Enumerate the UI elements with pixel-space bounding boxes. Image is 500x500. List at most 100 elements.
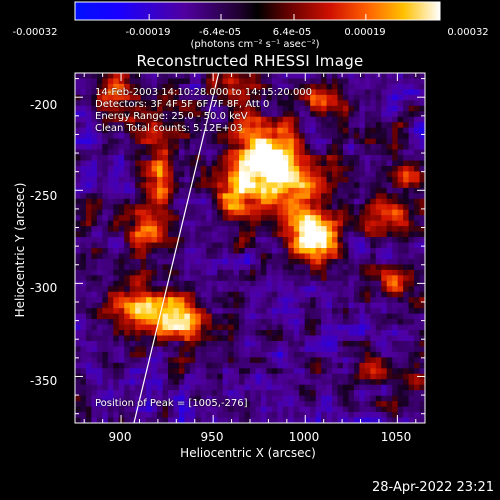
heatmap-cell — [288, 198, 295, 205]
heatmap-cell — [342, 390, 350, 397]
heatmap-cell — [102, 171, 109, 178]
heatmap-cell — [359, 187, 366, 194]
heatmap-cell — [260, 149, 268, 156]
heatmap-cell — [260, 89, 268, 96]
heatmap-cell — [211, 171, 218, 178]
heatmap-cell — [162, 193, 169, 200]
heatmap-cell — [381, 111, 388, 118]
heatmap-cell — [200, 242, 207, 249]
heatmap-cell — [342, 335, 350, 342]
heatmap-cell — [348, 94, 355, 101]
heatmap-cell — [85, 209, 93, 216]
heatmap-cell — [266, 209, 273, 216]
heatmap-cell — [370, 319, 377, 326]
heatmap-cell — [332, 330, 339, 337]
heatmap-cell — [266, 417, 273, 423]
heatmap-cell — [162, 269, 169, 276]
heatmap-cell — [222, 149, 229, 156]
heatmap-cell — [381, 280, 388, 287]
heatmap-cell — [375, 193, 382, 200]
heatmap-cell — [129, 269, 136, 276]
heatmap-cell — [244, 160, 251, 167]
heatmap-cell — [162, 346, 169, 353]
heatmap-cell — [75, 330, 82, 337]
heatmap-cell — [113, 215, 120, 222]
heatmap-cell — [91, 116, 98, 123]
heatmap-cell — [157, 193, 164, 200]
heatmap-cell — [129, 330, 136, 337]
heatmap-cell — [271, 204, 278, 211]
heatmap-cell — [211, 302, 218, 309]
heatmap-cell — [299, 269, 306, 276]
heatmap-cell — [195, 390, 202, 397]
colorbar-tick: -0.00032 — [12, 27, 58, 38]
heatmap-cell — [184, 346, 191, 353]
colorbar-tick: 6.4e-05 — [272, 27, 312, 38]
heatmap-cell — [151, 319, 158, 326]
heatmap-cell — [135, 122, 142, 129]
heatmap-cell — [408, 280, 415, 287]
heatmap-cell — [75, 417, 82, 423]
heatmap-cell — [233, 258, 240, 266]
heatmap-cell — [178, 94, 185, 101]
heatmap-cell — [200, 319, 207, 326]
heatmap-cell — [348, 395, 355, 402]
heatmap-cell — [178, 171, 185, 178]
heatmap-cell — [326, 231, 333, 238]
heatmap-cell — [288, 368, 295, 375]
heatmap-cell — [397, 133, 404, 140]
heatmap-cell — [228, 248, 235, 255]
heatmap-cell — [304, 176, 311, 183]
heatmap-cell — [403, 324, 410, 331]
heatmap-cell — [337, 73, 344, 80]
heatmap-cell — [332, 373, 339, 380]
heatmap-cell — [85, 346, 93, 353]
heatmap-cell — [392, 390, 399, 397]
heatmap-cell — [118, 280, 125, 287]
heatmap-cell — [189, 73, 196, 80]
heatmap-cell — [271, 412, 278, 419]
heatmap-cell — [353, 269, 360, 276]
heatmap-cell — [255, 193, 262, 200]
heatmap-cell — [200, 291, 207, 298]
heatmap-cell — [282, 187, 289, 194]
heatmap-cell — [419, 335, 425, 342]
heatmap-cell — [157, 362, 164, 369]
heatmap-cell — [239, 165, 246, 173]
heatmap-cell — [408, 165, 415, 173]
heatmap-cell — [102, 122, 109, 129]
heatmap-cell — [244, 291, 251, 298]
heatmap-cell — [222, 215, 229, 222]
heatmap-cell — [96, 160, 103, 167]
heatmap-cell — [75, 73, 82, 80]
heatmap-cell — [386, 231, 393, 238]
heatmap-cell — [107, 373, 114, 380]
heatmap-cell — [135, 116, 142, 123]
heatmap-cell — [288, 275, 295, 282]
heatmap-cell — [157, 122, 164, 129]
heatmap-cell — [288, 116, 295, 123]
heatmap-cell — [293, 297, 300, 304]
heatmap-cell — [244, 94, 251, 101]
heatmap-cell — [233, 340, 240, 348]
heatmap-cell — [102, 335, 109, 342]
heatmap-cell — [184, 368, 191, 375]
heatmap-cell — [392, 395, 399, 402]
heatmap-cell — [173, 253, 180, 260]
heatmap-cell — [162, 379, 169, 386]
heatmap-cell — [255, 248, 262, 255]
heatmap-cell — [375, 302, 382, 309]
heatmap-cell — [277, 324, 284, 331]
heatmap-cell — [310, 313, 317, 320]
heatmap-cell — [151, 330, 158, 337]
heatmap-cell — [91, 193, 98, 200]
heatmap-cell — [124, 379, 131, 386]
heatmap-cell — [260, 155, 268, 162]
heatmap-cell — [408, 138, 415, 145]
heatmap-cell — [299, 335, 306, 342]
heatmap-cell — [211, 291, 218, 298]
heatmap-cell — [250, 417, 257, 423]
heatmap-cell — [80, 193, 87, 200]
heatmap-cell — [348, 198, 355, 205]
heatmap-cell — [222, 313, 229, 320]
